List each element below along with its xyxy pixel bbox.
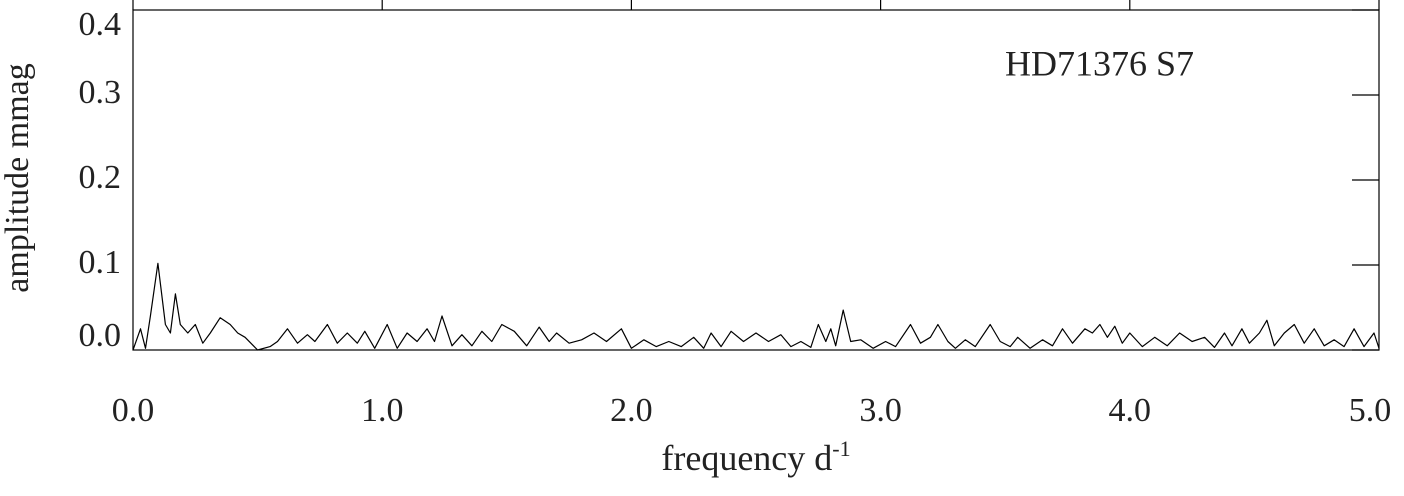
y-tick-label: 0.3: [79, 74, 122, 111]
x-tick-label: 1.0: [361, 392, 404, 429]
x-axis-label: frequency d-1: [661, 436, 850, 478]
x-tick-label: 0.0: [112, 392, 155, 429]
y-tick-label: 0.1: [79, 244, 122, 281]
spectrum-line: [132, 262, 1380, 351]
x-tick-label: 4.0: [1109, 392, 1152, 429]
y-tick-label: 0.0: [79, 317, 122, 354]
annotation: HD71376 S7: [1005, 43, 1194, 83]
y-axis-label: amplitude mmag: [0, 63, 36, 292]
x-tick-label: 3.0: [859, 392, 902, 429]
x-axis-label-superscript: -1: [832, 436, 850, 461]
x-axis-label-text: frequency d: [661, 438, 832, 478]
y-tick-label: 0.2: [79, 159, 122, 196]
x-tick-label: 2.0: [610, 392, 653, 429]
x-tick-label: 5.0: [1349, 392, 1392, 429]
y-tick-label: 0.4: [79, 6, 122, 43]
